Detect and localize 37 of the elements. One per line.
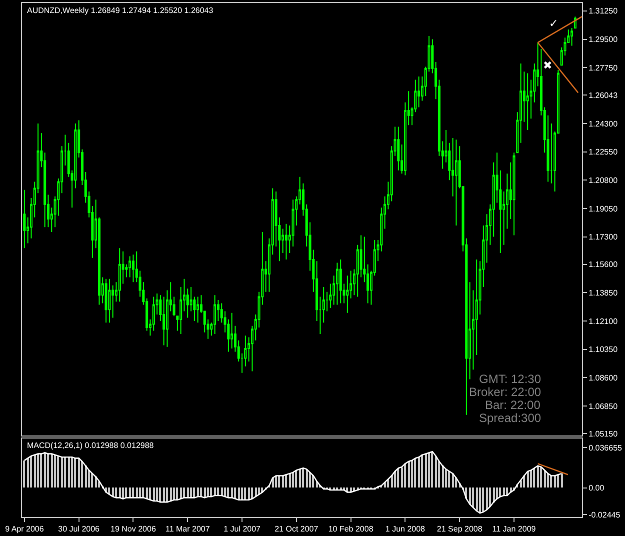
annotation: Bar: 22:00: [485, 398, 541, 412]
y-tick-label: 1.24300: [588, 119, 618, 128]
y-tick-label: 0.00: [588, 484, 605, 493]
x-tick-label: 10 Feb 2008: [328, 524, 374, 534]
annotation: Broker: 22:00: [469, 385, 542, 399]
annotation: ✖: [543, 59, 552, 72]
x-tick-label: 11 Mar 2007: [165, 524, 210, 534]
annotation: ✓: [549, 17, 558, 30]
annotation: Spread:300: [479, 411, 542, 425]
y-tick-label: 1.10350: [588, 345, 618, 354]
chart-title: MACD(12,26,1) 0.012988 0.012988: [27, 441, 154, 450]
x-tick-label: 21 Sep 2008: [436, 524, 483, 534]
y-tick-label: 1.15600: [588, 260, 618, 270]
y-tick-label: 1.27750: [588, 63, 618, 72]
y-tick-label: 1.17300: [588, 232, 618, 242]
y-tick-label: 1.26043: [588, 91, 618, 100]
y-tick-label: 1.19050: [588, 204, 618, 214]
y-tick-label: 1.06850: [588, 402, 618, 411]
annotation: GMT: 12:30: [479, 372, 542, 386]
y-tick-label: 1.31250: [588, 6, 618, 16]
x-tick-label: 1 Jul 2007: [224, 524, 262, 534]
x-tick-label: 21 Oct 2007: [274, 524, 319, 534]
y-tick-label: 1.05150: [588, 429, 618, 438]
y-tick-label: 0.036655: [588, 443, 623, 452]
x-tick-label: 30 Jul 2006: [58, 524, 100, 534]
y-tick-label: -0.02445: [588, 510, 621, 520]
x-tick-label: 11 Jan 2009: [492, 524, 536, 534]
y-tick-label: 1.12100: [588, 316, 618, 326]
chart-title: AUDNZD,Weekly 1.26849 1.27494 1.25520 1.26043: [27, 6, 214, 15]
y-tick-label: 1.13850: [588, 288, 618, 298]
x-tick-label: 1 Jun 2008: [385, 524, 426, 534]
y-tick-label: 1.29500: [588, 35, 618, 44]
y-tick-label: 1.22550: [588, 148, 618, 157]
y-tick-label: 1.08600: [588, 373, 618, 382]
y-tick-label: 1.20800: [588, 176, 618, 185]
x-tick-label: 9 Apr 2006: [5, 524, 44, 534]
x-tick-label: 19 Nov 2006: [110, 524, 156, 534]
